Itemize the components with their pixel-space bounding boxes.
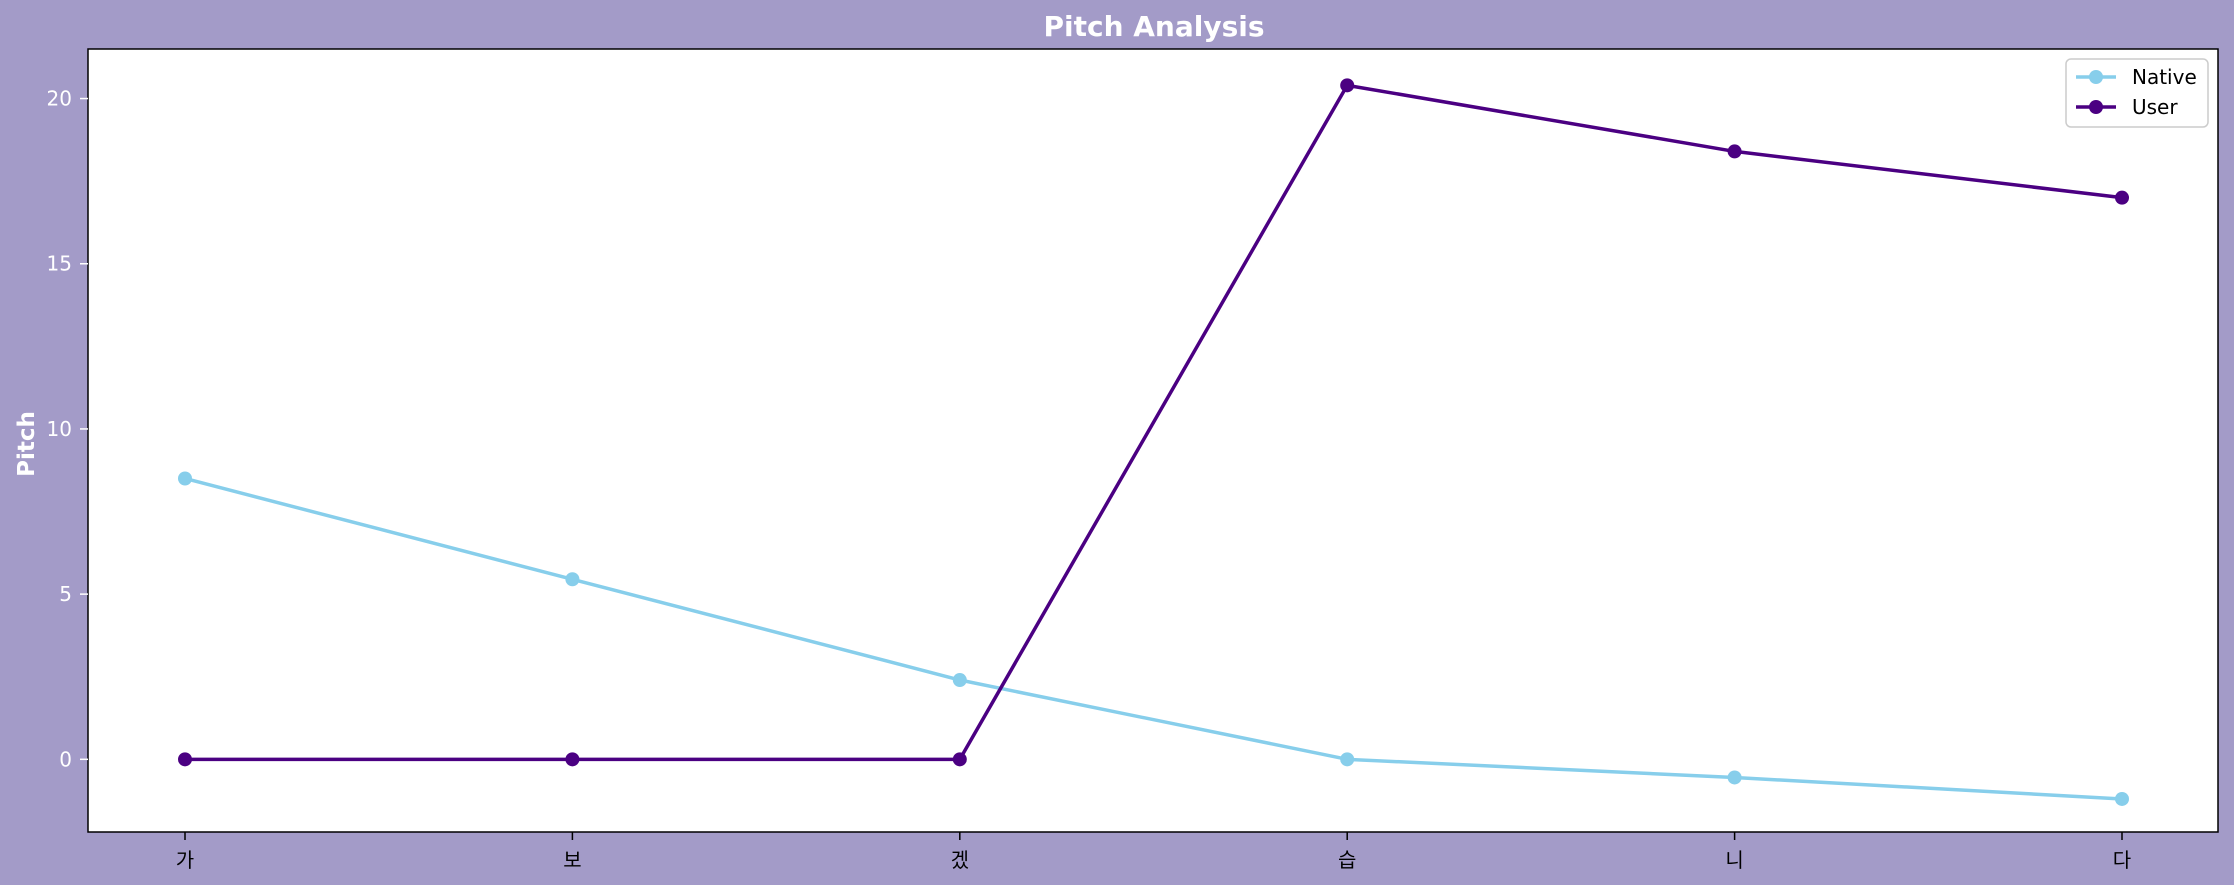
- x-tick-label: 습: [1338, 848, 1356, 872]
- plot-area: [87, 48, 2219, 833]
- data-point-user: [565, 752, 580, 767]
- y-tick-label: 15: [47, 252, 72, 276]
- legend-marker-native: [2089, 70, 2103, 84]
- y-tick-label: 20: [47, 87, 72, 111]
- x-tick-label: 가: [176, 848, 194, 872]
- series-line-user: [183, 83, 2124, 762]
- data-point-user: [178, 752, 192, 767]
- data-point-user: [2115, 190, 2129, 205]
- data-point-native: [1727, 770, 1742, 785]
- data-point-native: [2115, 791, 2129, 806]
- data-point-user: [1727, 144, 1742, 159]
- y-ticks: 0 5 10 15 20: [47, 87, 88, 771]
- data-point-native: [565, 572, 580, 587]
- x-tick-label: 겠: [951, 848, 969, 872]
- legend-marker-user: [2089, 100, 2103, 114]
- series-layer: [178, 78, 2129, 806]
- legend-label-native: Native: [2132, 65, 2197, 89]
- data-point-native: [1340, 752, 1355, 767]
- data-point-user: [1340, 78, 1355, 93]
- series-line-native: [183, 476, 2124, 801]
- y-tick-label: 5: [59, 582, 72, 606]
- x-tick-label: 다: [2113, 848, 2131, 872]
- y-tick-label: 0: [59, 747, 72, 771]
- data-point-native: [178, 471, 192, 486]
- y-axis-label: Pitch: [14, 411, 40, 477]
- data-point-native: [952, 673, 967, 688]
- x-tick-label: 보: [563, 848, 581, 872]
- legend-label-user: User: [2132, 95, 2178, 119]
- y-tick-label: 10: [47, 417, 72, 441]
- data-point-user: [952, 752, 967, 767]
- x-tick-label: 니: [1725, 848, 1743, 872]
- chart-title: Pitch Analysis: [1043, 10, 1264, 43]
- legend: Native User: [2065, 58, 2209, 128]
